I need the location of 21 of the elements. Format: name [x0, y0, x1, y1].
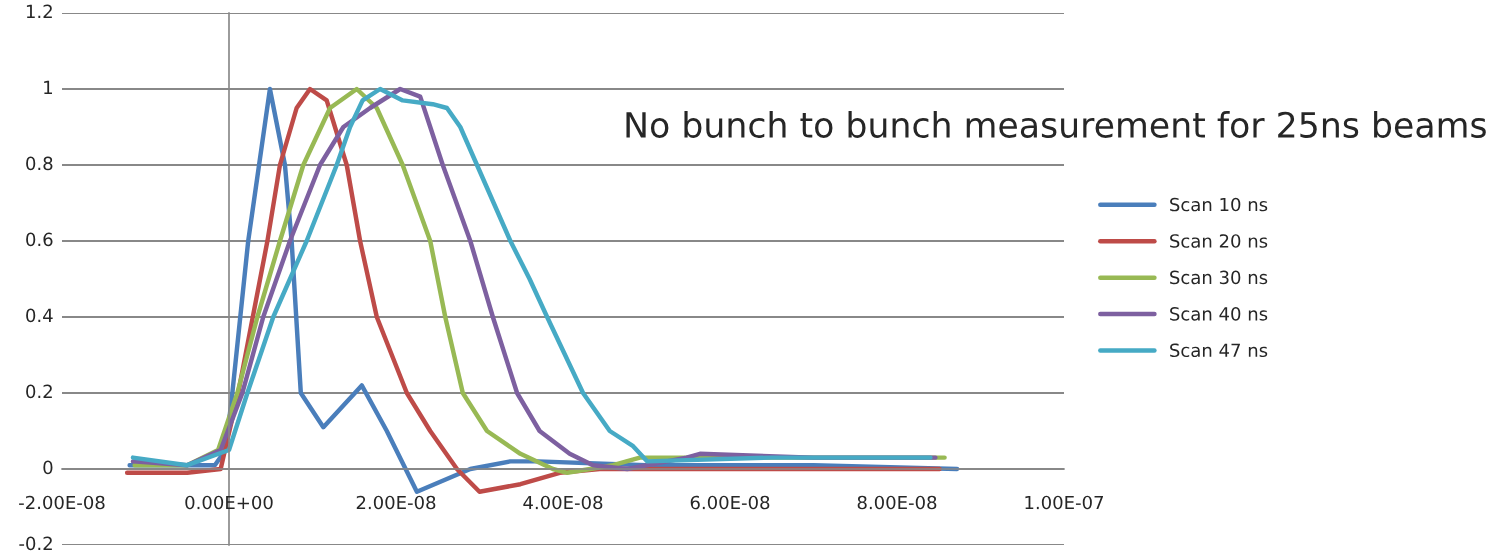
x-tick-label: 2.00E-08 — [356, 495, 436, 510]
legend-label: Scan 30 ns — [1170, 270, 1268, 285]
y-tick-label: 0.8 — [26, 156, 53, 171]
y-tick-label: 0 — [43, 460, 53, 475]
y-tick-label: 0.2 — [26, 384, 52, 399]
y-tick-label: -0.2 — [19, 536, 52, 551]
x-tick-label: -2.00E-08 — [19, 495, 105, 510]
x-tick-label: 6.00E-08 — [690, 495, 770, 510]
x-tick-label: 1.00E-07 — [1025, 495, 1104, 510]
annotation: No bunch to bunch measurement for 25ns beams — [626, 111, 1486, 138]
y-tick-label: 1.2 — [26, 4, 52, 18]
legend-label: Scan 47 ns — [1170, 343, 1268, 358]
x-tick-label: 8.00E-08 — [857, 495, 937, 510]
y-tick-label: 0.6 — [26, 232, 53, 247]
y-tick-label: 0.4 — [26, 308, 53, 323]
legend-label: Scan 20 ns — [1170, 234, 1268, 248]
x-tick-label: 4.00E-08 — [523, 495, 603, 510]
x-tick-label: 0.00E+00 — [185, 495, 273, 510]
legend-label: Scan 40 ns — [1170, 307, 1268, 321]
legend-label: Scan 10 ns — [1170, 197, 1268, 212]
y-tick-label: 1 — [44, 80, 52, 94]
